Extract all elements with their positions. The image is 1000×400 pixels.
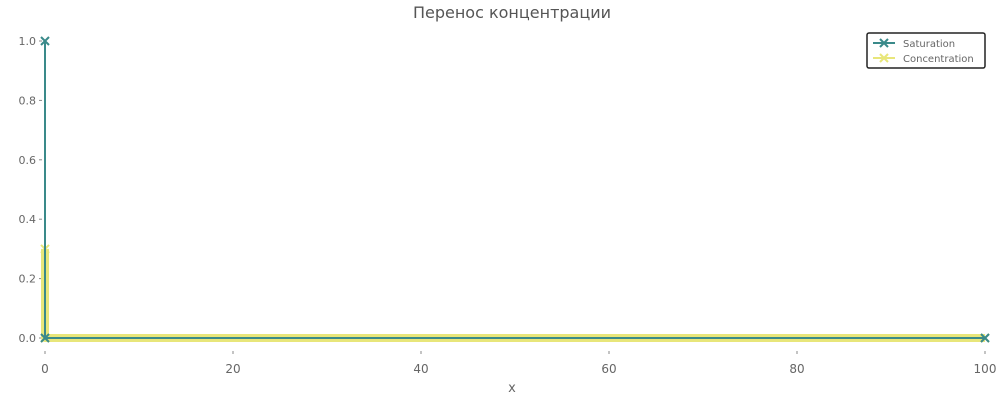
legend-marker (879, 38, 889, 48)
x-axis-label: x (508, 381, 516, 396)
x-tick-label: 100 (974, 362, 997, 376)
data-point (40, 36, 50, 46)
marker-stroke (980, 333, 990, 343)
legend-item: Saturation (873, 38, 955, 50)
chart-title: Перенос концентрации (413, 3, 611, 22)
series-line (44, 41, 985, 339)
x-tick-label: 80 (789, 362, 804, 376)
axes: 0.0 0.2 0.4 0.6 0.8 1.0 0 20 40 60 80 100 (19, 35, 997, 376)
legend-box (866, 32, 986, 69)
y-tick-label: 1.0 (19, 35, 37, 48)
x-tick-label: 0 (41, 362, 49, 376)
legend-item: Concentration (873, 53, 974, 65)
legend-label: Concentration (903, 54, 974, 65)
series-layer (40, 36, 990, 343)
marker-stroke (40, 36, 50, 46)
marker-stroke (879, 38, 889, 48)
y-tick-label: 0.2 (19, 273, 37, 286)
y-tick-label: 0.6 (19, 154, 37, 167)
data-point (40, 333, 50, 343)
legend-label: Saturation (903, 39, 955, 50)
series-concentration (40, 244, 990, 343)
y-tick-label: 0.0 (19, 332, 37, 345)
legend: Saturation Concentration (866, 32, 986, 69)
x-tick-label: 60 (601, 362, 616, 376)
x-tick-label: 20 (225, 362, 240, 376)
y-tick-label: 0.8 (19, 94, 37, 107)
marker-stroke (40, 333, 50, 343)
series-line (41, 248, 985, 342)
y-tick-label: 0.4 (19, 213, 37, 226)
x-tick-label: 40 (413, 362, 428, 376)
legend-marker (879, 53, 889, 63)
marker-stroke (879, 53, 889, 63)
series-saturation (40, 36, 990, 343)
data-point (980, 333, 990, 343)
